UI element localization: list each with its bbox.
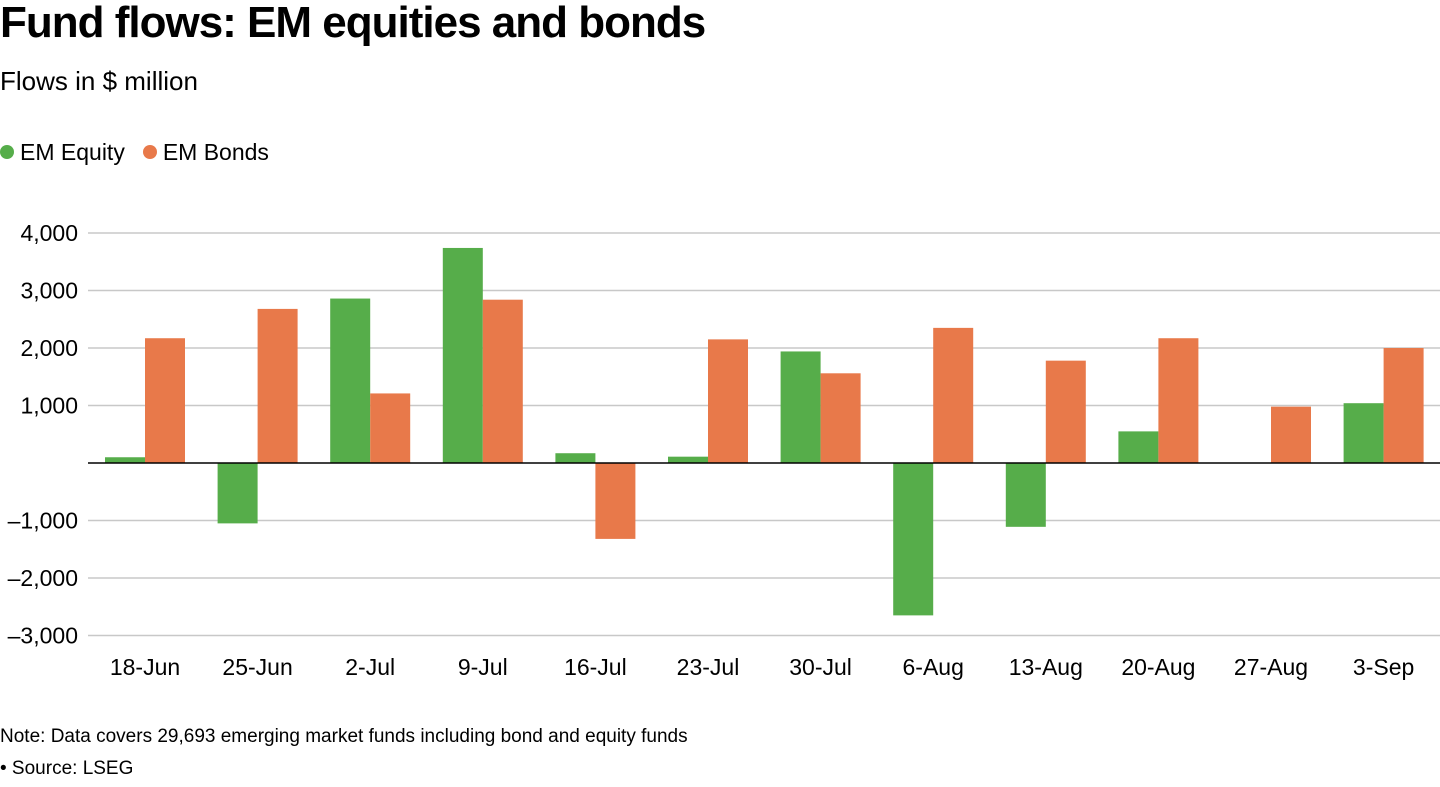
- x-tick-label: 13-Aug: [1009, 654, 1083, 680]
- y-tick-label: 4,000: [20, 220, 78, 246]
- x-tick-label: 9-Jul: [458, 654, 508, 680]
- legend: EM Equity EM Bonds: [0, 138, 287, 166]
- x-tick-label: 2-Jul: [345, 654, 395, 680]
- bar-em-equity: [893, 463, 934, 616]
- bar-em-equity: [330, 298, 371, 463]
- bar-em-equity: [442, 247, 483, 463]
- y-tick-label: 2,000: [20, 335, 78, 361]
- x-tick-label: 20-Aug: [1121, 654, 1195, 680]
- legend-item-em-equity: EM Equity: [0, 138, 125, 166]
- y-tick-label: –2,000: [8, 565, 78, 591]
- x-tick-label: 25-Jun: [222, 654, 292, 680]
- bar-em-bonds: [933, 327, 974, 463]
- legend-label-em-bonds: EM Bonds: [162, 139, 269, 165]
- bar-em-bonds: [1045, 360, 1086, 463]
- x-tick-label: 18-Jun: [110, 654, 180, 680]
- legend-item-em-bonds: EM Bonds: [142, 138, 269, 166]
- x-tick-label: 30-Jul: [789, 654, 852, 680]
- legend-swatch-em-bonds: [142, 145, 157, 159]
- bar-em-bonds: [482, 299, 523, 463]
- bar-em-equity: [105, 457, 145, 463]
- x-tick-label: 27-Aug: [1234, 654, 1308, 680]
- bar-em-equity: [217, 463, 258, 524]
- x-tick-label: 16-Jul: [564, 654, 627, 680]
- bar-em-bonds: [1158, 338, 1199, 463]
- bar-em-bonds: [1271, 406, 1311, 463]
- bar-em-bonds: [257, 308, 298, 463]
- bar-em-bonds: [370, 393, 411, 463]
- y-tick-label: 3,000: [20, 278, 78, 304]
- source-line: • Source: LSEG: [0, 758, 134, 779]
- y-tick-label: 1,000: [20, 393, 78, 419]
- bar-em-equity: [555, 453, 596, 463]
- x-tick-label: 23-Jul: [677, 654, 740, 680]
- bar-em-equity: [1118, 431, 1159, 463]
- bar-em-bonds: [595, 463, 636, 539]
- bar-em-equity: [1005, 463, 1046, 527]
- legend-swatch-em-equity: [0, 145, 14, 159]
- legend-label-em-equity: EM Equity: [20, 139, 125, 165]
- bar-em-equity: [668, 456, 708, 463]
- bar-em-bonds: [708, 339, 748, 463]
- y-tick-label: –1,000: [8, 508, 78, 534]
- x-tick-label: 3-Sep: [1353, 654, 1414, 680]
- bar-chart: 4,000 3,000 2,000 1,000 –1,000 –2,000 –3,000 18…: [8, 220, 1440, 680]
- footnote: Note: Data covers 29,693 emerging market…: [0, 726, 688, 747]
- bar-em-bonds: [145, 338, 185, 463]
- x-tick-label: 6-Aug: [903, 654, 964, 680]
- y-tick-label: –3,000: [8, 623, 78, 649]
- bar-em-bonds: [1383, 348, 1424, 463]
- bar-em-equity: [1343, 403, 1384, 463]
- chart-subtitle: Flows in $ million: [0, 66, 198, 96]
- bar-em-equity: [780, 351, 821, 463]
- bar-em-bonds: [820, 373, 861, 463]
- chart-title: Fund flows: EM equities and bonds: [0, 0, 706, 47]
